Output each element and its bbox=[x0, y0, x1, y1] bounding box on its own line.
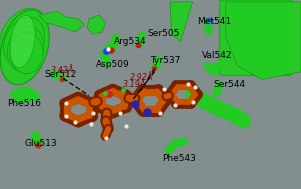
Text: 2.92Å: 2.92Å bbox=[130, 73, 153, 82]
Ellipse shape bbox=[0, 10, 49, 85]
Text: Phe543: Phe543 bbox=[163, 154, 197, 163]
Text: Arg534: Arg534 bbox=[114, 37, 147, 46]
Ellipse shape bbox=[10, 15, 35, 68]
Ellipse shape bbox=[4, 17, 45, 66]
Text: Ser544: Ser544 bbox=[214, 80, 246, 89]
Text: Val542: Val542 bbox=[202, 51, 232, 60]
Text: Ser512: Ser512 bbox=[45, 70, 77, 79]
Polygon shape bbox=[39, 11, 84, 32]
Text: 3.19Å: 3.19Å bbox=[123, 80, 147, 89]
Text: Phe516: Phe516 bbox=[8, 99, 42, 108]
Ellipse shape bbox=[0, 8, 46, 60]
Text: Glu513: Glu513 bbox=[24, 139, 57, 148]
Text: Ser505: Ser505 bbox=[147, 29, 180, 38]
Text: Met541: Met541 bbox=[197, 17, 231, 26]
FancyBboxPatch shape bbox=[220, 0, 292, 76]
Text: Tyr537: Tyr537 bbox=[150, 56, 180, 65]
Text: 3.42Å: 3.42Å bbox=[51, 66, 74, 75]
Ellipse shape bbox=[10, 32, 43, 74]
Ellipse shape bbox=[7, 26, 44, 72]
Text: Asp509: Asp509 bbox=[96, 60, 130, 69]
Polygon shape bbox=[170, 2, 193, 42]
Polygon shape bbox=[226, 2, 301, 79]
Polygon shape bbox=[87, 15, 105, 34]
